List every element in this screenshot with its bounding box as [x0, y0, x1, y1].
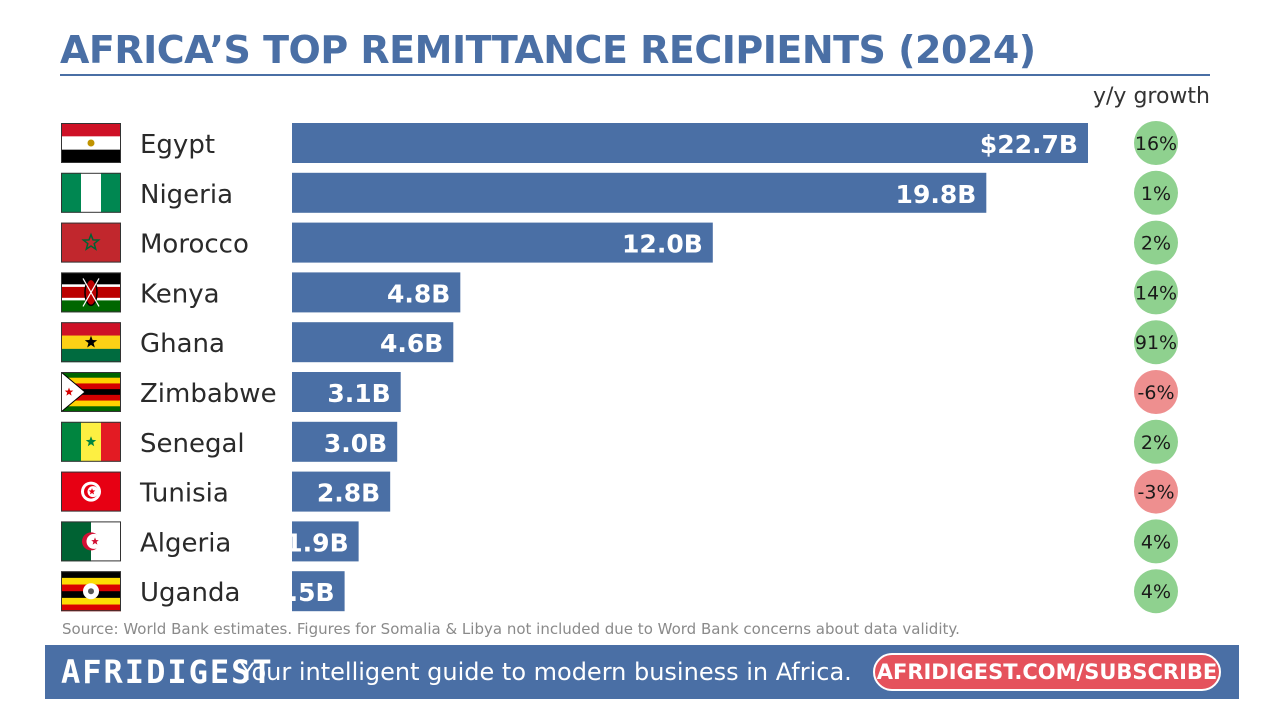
bar-tunisia — [292, 471, 391, 512]
growth-label-tunisia: -3% — [1138, 482, 1175, 504]
growth-label-senegal: 2% — [1141, 432, 1171, 454]
growth-badge-algeria — [1134, 519, 1178, 564]
value-label-senegal: 3.0B — [324, 429, 387, 458]
growth-label-morocco: 2% — [1141, 233, 1171, 255]
value-label-tunisia: 2.8B — [317, 479, 380, 508]
growth-label-nigeria: 1% — [1141, 183, 1171, 205]
flag-ghana-icon — [61, 322, 121, 363]
value-label-zimbabwe: 3.1B — [327, 379, 390, 408]
bar-zimbabwe — [292, 372, 401, 412]
growth-label-ghana: 91% — [1135, 332, 1177, 354]
bar-morocco — [292, 222, 713, 263]
footer-tagline: Your intelligent guide to modern busines… — [240, 658, 852, 686]
growth-badge-morocco — [1134, 220, 1178, 265]
footer-banner: AFRIDIGEST Your intelligent guide to mod… — [45, 645, 1239, 699]
growth-badge-nigeria — [1134, 170, 1178, 215]
flag-senegal-icon — [61, 421, 121, 462]
value-label-nigeria: 19.8B — [896, 180, 977, 209]
chart-title: AFRICA’S TOP REMITTANCE RECIPIENTS (2024… — [60, 28, 1036, 72]
bar-ghana — [292, 322, 454, 363]
growth-label-kenya: 14% — [1135, 282, 1177, 304]
growth-badge-kenya — [1134, 270, 1178, 315]
growth-label-egypt: 16% — [1135, 133, 1177, 155]
growth-badge-tunisia — [1134, 469, 1178, 514]
country-label-ghana: Ghana — [140, 329, 225, 359]
flag-morocco-icon — [61, 222, 121, 263]
growth-label-zimbabwe: -6% — [1138, 382, 1175, 404]
bar-algeria — [292, 521, 359, 562]
value-label-egypt: $22.7B — [980, 130, 1078, 159]
growth-badge-uganda — [1134, 569, 1178, 614]
country-label-tunisia: Tunisia — [139, 479, 229, 509]
value-label-ghana: 4.6B — [380, 329, 443, 358]
bar-chart: Egypt $22.7B 16% Nigeria 19.8B 1% Morocco 12.0B… — [61, 121, 1178, 614]
source-note: Source: World Bank estimates. Figures fo… — [62, 620, 960, 638]
flag-kenya-icon — [61, 272, 121, 313]
title-divider — [60, 74, 1210, 76]
country-label-algeria: Algeria — [140, 528, 231, 558]
flag-uganda-icon — [61, 571, 121, 612]
afridigest-logo: AFRIDIGEST — [61, 653, 274, 691]
growth-badge-ghana — [1134, 320, 1178, 365]
growth-badge-egypt — [1134, 121, 1178, 165]
country-label-senegal: Senegal — [140, 429, 245, 459]
country-label-nigeria: Nigeria — [140, 180, 233, 210]
flag-tunisia-icon — [61, 471, 121, 512]
country-label-kenya: Kenya — [140, 279, 220, 309]
value-label-uganda: 1.5B — [271, 578, 334, 607]
growth-label-algeria: 4% — [1141, 531, 1171, 553]
country-label-morocco: Morocco — [140, 230, 249, 260]
bar-uganda — [292, 571, 345, 612]
bar-kenya — [292, 272, 461, 313]
value-label-kenya: 4.8B — [387, 279, 450, 308]
bar-nigeria — [292, 172, 987, 213]
value-label-morocco: 12.0B — [622, 230, 703, 259]
bar-egypt — [292, 123, 1088, 163]
value-label-algeria: 1.9B — [285, 528, 348, 557]
growth-label-uganda: 4% — [1141, 581, 1171, 603]
country-label-egypt: Egypt — [140, 130, 215, 160]
flag-zimbabwe-icon — [61, 372, 121, 412]
bar-senegal — [292, 421, 398, 462]
flag-nigeria-icon — [61, 172, 121, 213]
country-label-zimbabwe: Zimbabwe — [140, 379, 277, 409]
subscribe-button[interactable]: AFRIDIGEST.COM/SUBSCRIBE — [873, 653, 1221, 691]
country-label-uganda: Uganda — [140, 578, 240, 608]
growth-column-header: y/y growth — [1093, 84, 1210, 109]
growth-badge-zimbabwe — [1134, 370, 1178, 414]
growth-badge-senegal — [1134, 419, 1178, 464]
flag-egypt-icon — [61, 123, 121, 163]
flag-algeria-icon — [61, 521, 121, 562]
